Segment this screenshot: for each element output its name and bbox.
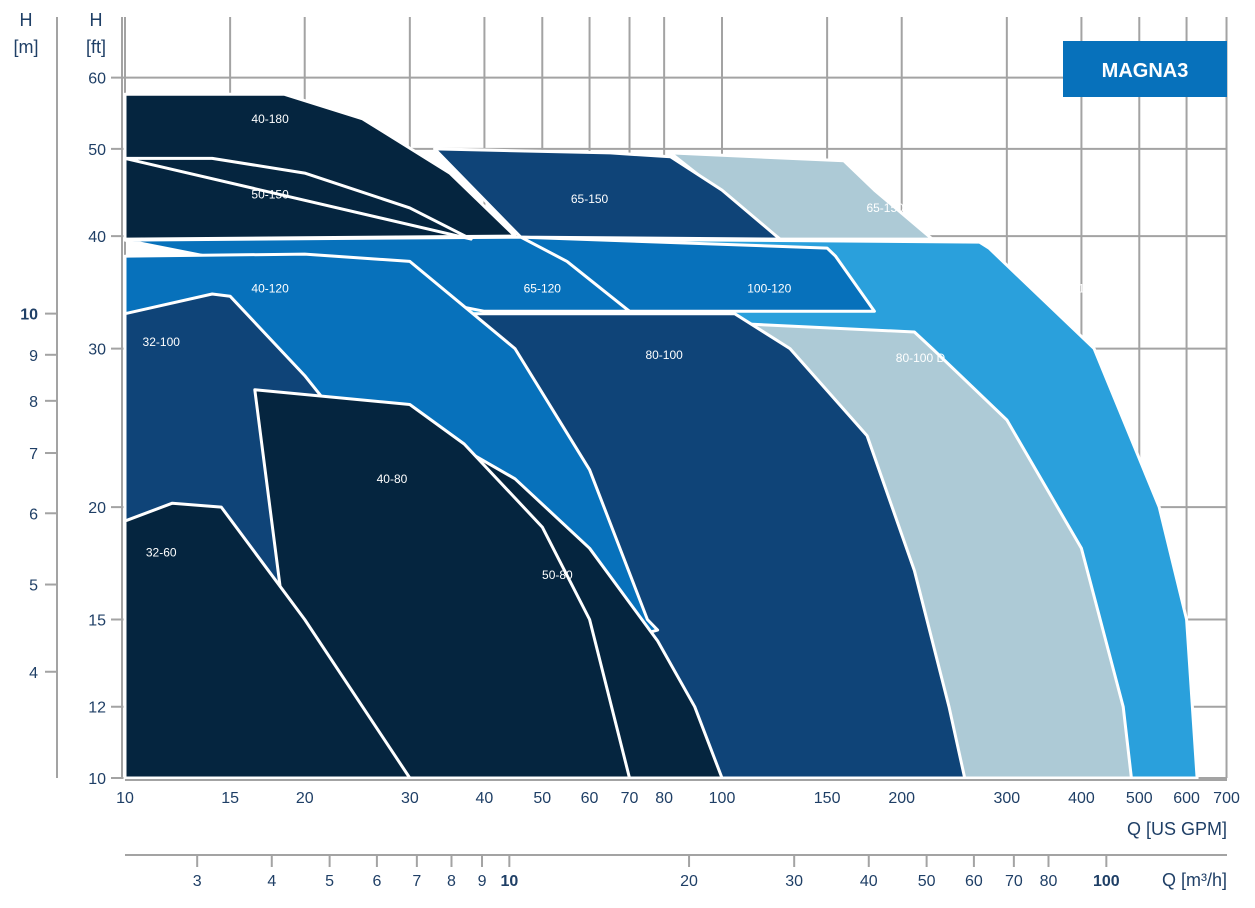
x2-tick-label: 80 [1040, 873, 1058, 890]
x-tick-label: 50 [533, 790, 551, 807]
y-tick-label: 10 [88, 771, 106, 788]
x2-tick-label: 50 [918, 873, 936, 890]
x2-tick-label: 8 [447, 873, 456, 890]
y-tick-label: 12 [88, 700, 106, 717]
product-badge [1063, 41, 1227, 97]
series-label: 32-60 [146, 546, 177, 560]
x-tick-label: 100 [709, 790, 736, 807]
x2-tick-label: 100 [1093, 873, 1120, 890]
y2-tick-label: 10 [20, 307, 38, 324]
x-tick-label: 700 [1213, 790, 1240, 807]
y2-tick-label: 8 [29, 394, 38, 411]
x2-tick-label: 3 [193, 873, 202, 890]
x-tick-label: 200 [888, 790, 915, 807]
x2-tick-label: 10 [500, 873, 518, 890]
series-label: 80-100 D [896, 351, 946, 365]
x-tick-label: 70 [621, 790, 639, 807]
x-tick-label: 20 [296, 790, 314, 807]
series-label: 65-150 [571, 192, 609, 206]
x2-axis-title: Q [m³/h] [1162, 870, 1227, 890]
y-tick-label: 20 [88, 500, 106, 517]
x2-tick-label: 7 [412, 873, 421, 890]
x-tick-label: 500 [1126, 790, 1153, 807]
series-area [123, 501, 412, 780]
y-tick-label: 40 [88, 229, 106, 246]
y2-tick-label: 6 [29, 506, 38, 523]
y-tick-label: 15 [88, 613, 106, 630]
series-label: 80-100 [645, 348, 683, 362]
x-tick-label: 300 [993, 790, 1020, 807]
x-tick-label: 600 [1173, 790, 1200, 807]
y2-tick-label: 9 [29, 348, 38, 365]
x2-tick-label: 5 [325, 873, 334, 890]
y2-tick-label: 7 [29, 446, 38, 463]
y2-tick-label: 5 [29, 578, 38, 595]
series-label: 100-120 D [1078, 281, 1134, 295]
x-tick-label: 10 [116, 790, 134, 807]
x2-tick-label: 4 [267, 873, 276, 890]
series-label: 65-120 [524, 281, 562, 295]
series-label: 65-150 D [866, 201, 916, 215]
series-label: 50-150 [251, 187, 289, 201]
series-area [123, 92, 517, 241]
series-label: 50-80 [542, 568, 573, 582]
series-label: 40-180 [251, 112, 289, 126]
series-label: 100-120 [747, 281, 791, 295]
x2-tick-label: 9 [478, 873, 487, 890]
series-area [123, 156, 473, 241]
x-tick-label: 15 [221, 790, 239, 807]
series-label: 40-120 [251, 281, 289, 295]
y-tick-label: 60 [88, 71, 106, 88]
x2-tick-label: 70 [1005, 873, 1023, 890]
x-tick-label: 80 [655, 790, 673, 807]
x2-tick-label: 30 [785, 873, 803, 890]
x2-tick-label: 40 [860, 873, 878, 890]
x-tick-label: 400 [1068, 790, 1095, 807]
y-tick-label: 50 [88, 142, 106, 159]
y2-tick-label: 4 [29, 665, 38, 682]
y-axis-m-unit: [m] [14, 37, 39, 57]
x2-tick-label: 60 [965, 873, 983, 890]
y-tick-label: 30 [88, 342, 106, 359]
x-tick-label: 40 [476, 790, 494, 807]
x-tick-label: 60 [581, 790, 599, 807]
x-tick-label: 150 [814, 790, 841, 807]
series-label: 40-80 [377, 472, 408, 486]
product-badge-label: MAGNA3 [1102, 60, 1189, 82]
series-label: 32-100 [143, 335, 181, 349]
y-axis-ft-unit: [ft] [86, 37, 106, 57]
x-tick-label: 30 [401, 790, 419, 807]
y-axis-m-title: H [20, 10, 33, 30]
x2-tick-label: 20 [680, 873, 698, 890]
x-axis-title: Q [US GPM] [1127, 819, 1227, 839]
y-axis-ft-title: H [90, 10, 103, 30]
x2-tick-label: 6 [372, 873, 381, 890]
